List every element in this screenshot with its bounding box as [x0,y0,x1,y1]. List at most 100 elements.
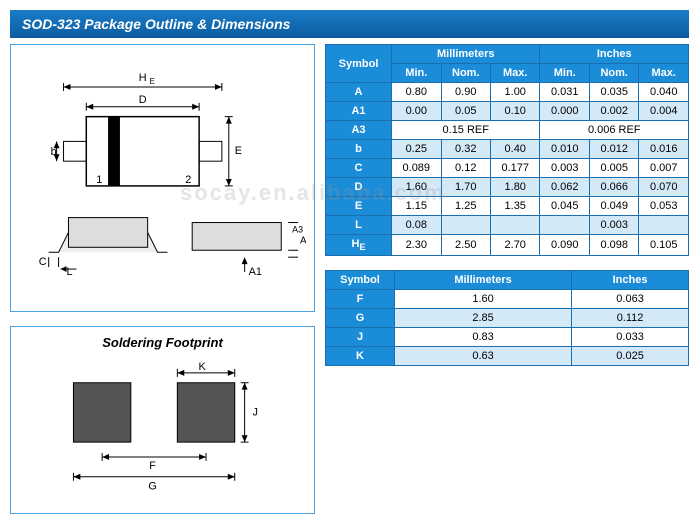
value-cell: 1.00 [490,83,540,102]
value-cell: 0.25 [392,140,442,159]
value-cell: 0.007 [639,159,689,178]
value-cell: 0.031 [540,83,590,102]
th-sub: Max. [639,64,689,83]
symbol-cell: E [326,197,392,216]
th-sub: Min. [392,64,442,83]
th-sub: Nom. [441,64,490,83]
value-cell: 0.83 [395,328,572,347]
value-cell: 0.002 [589,102,639,121]
value-cell: 0.063 [572,290,689,309]
table-row: D1.601.701.800.0620.0660.070 [326,178,689,197]
value-cell: 0.63 [395,347,572,366]
value-cell: 0.05 [441,102,490,121]
value-cell: 0.80 [392,83,442,102]
th-sub: Min. [540,64,590,83]
table-row: HE2.302.502.700.0900.0980.105 [326,235,689,256]
table-row: F1.600.063 [326,290,689,309]
table-row: A30.15 REF0.006 REF [326,121,689,140]
fp-th: Symbol [326,271,395,290]
value-cell: 0.010 [540,140,590,159]
value-cell: 1.25 [441,197,490,216]
value-cell: 0.00 [392,102,442,121]
value-cell: 1.60 [392,178,442,197]
svg-text:H: H [139,72,147,84]
value-cell: 2.50 [441,235,490,256]
symbol-cell: C [326,159,392,178]
symbol-cell: HE [326,235,392,256]
symbol-cell: b [326,140,392,159]
value-cell: 0.003 [589,216,639,235]
symbol-cell: G [326,309,395,328]
symbol-cell: D [326,178,392,197]
value-cell: 0.012 [589,140,639,159]
th-sub: Nom. [589,64,639,83]
value-cell: 0.004 [639,102,689,121]
value-cell: 0.045 [540,197,590,216]
svg-text:K: K [198,361,206,373]
value-cell: 1.35 [490,197,540,216]
ref-cell: 0.006 REF [540,121,689,140]
value-cell: 0.089 [392,159,442,178]
value-cell [490,216,540,235]
fp-th: Inches [572,271,689,290]
value-cell: 0.08 [392,216,442,235]
svg-text:A: A [300,235,306,246]
main-row: H E D [10,44,689,514]
value-cell: 0.066 [589,178,639,197]
value-cell: 2.85 [395,309,572,328]
fp-th: Millimeters [395,271,572,290]
table-row: J0.830.033 [326,328,689,347]
left-column: H E D [10,44,315,514]
svg-text:G: G [148,481,156,493]
table-row: E1.151.251.350.0450.0490.053 [326,197,689,216]
table-row: G2.850.112 [326,309,689,328]
value-cell: 0.070 [639,178,689,197]
value-cell: 0.40 [490,140,540,159]
value-cell: 0.000 [540,102,590,121]
symbol-cell: J [326,328,395,347]
value-cell: 0.32 [441,140,490,159]
package-diagram: H E D [10,44,315,312]
value-cell [441,216,490,235]
svg-text:E: E [150,77,155,86]
value-cell: 2.30 [392,235,442,256]
value-cell: 0.098 [589,235,639,256]
symbol-cell: F [326,290,395,309]
table-row: L0.08 0.003 [326,216,689,235]
symbol-cell: A1 [326,102,392,121]
svg-text:A3: A3 [292,224,303,234]
table-row: A0.800.901.000.0310.0350.040 [326,83,689,102]
svg-text:F: F [149,460,156,472]
symbol-cell: A [326,83,392,102]
th-mm: Millimeters [392,45,540,64]
th-in: Inches [540,45,689,64]
value-cell: 1.15 [392,197,442,216]
value-cell: 2.70 [490,235,540,256]
svg-text:1: 1 [96,174,102,186]
svg-text:C: C [39,256,47,268]
footprint-title: Soldering Footprint [19,335,306,350]
svg-text:L: L [67,266,73,278]
symbol-cell: K [326,347,395,366]
symbol-cell: A3 [326,121,392,140]
value-cell: 0.105 [639,235,689,256]
value-cell: 1.80 [490,178,540,197]
symbol-cell: L [326,216,392,235]
footprint-diagram: Soldering Footprint K [10,326,315,514]
value-cell: 0.040 [639,83,689,102]
title-bar: SOD-323 Package Outline & Dimensions [10,10,689,38]
value-cell: 0.10 [490,102,540,121]
value-cell: 0.062 [540,178,590,197]
value-cell: 0.90 [441,83,490,102]
svg-text:2: 2 [185,174,191,186]
value-cell [540,216,590,235]
th-sub: Max. [490,64,540,83]
table-row: C0.0890.120.1770.0030.0050.007 [326,159,689,178]
value-cell: 0.005 [589,159,639,178]
value-cell: 0.003 [540,159,590,178]
value-cell: 0.112 [572,309,689,328]
svg-text:D: D [139,94,147,106]
value-cell: 1.60 [395,290,572,309]
value-cell: 0.049 [589,197,639,216]
ref-cell: 0.15 REF [392,121,540,140]
